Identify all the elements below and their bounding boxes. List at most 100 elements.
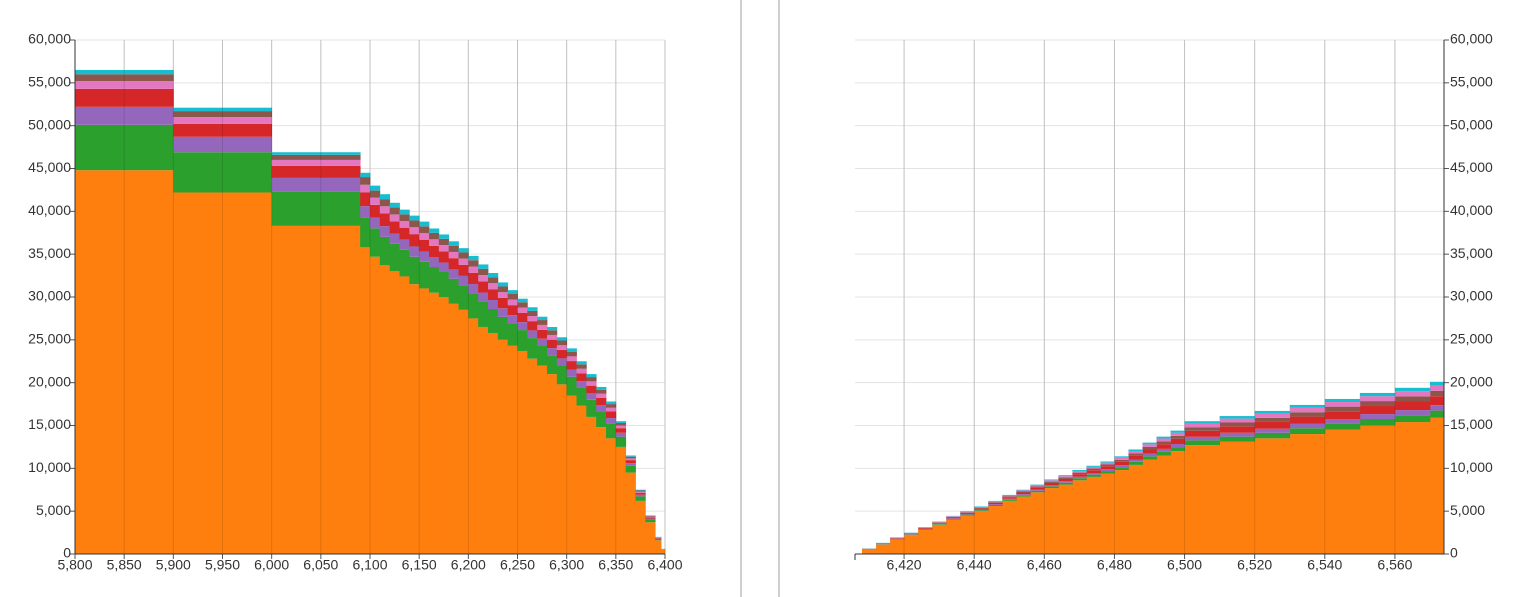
- area-step: [625, 472, 636, 554]
- area-step: [615, 446, 627, 554]
- area-step: [1044, 488, 1059, 554]
- area-step: [429, 267, 440, 293]
- area-step: [1156, 448, 1171, 452]
- area-step: [606, 401, 617, 405]
- area-step: [1289, 407, 1326, 413]
- plot: 0 5,000 10,000 15,000 20,000 25,000 30,000 35,0…: [854, 31, 1493, 573]
- area-step: [606, 404, 617, 408]
- area-step: [1289, 416, 1326, 424]
- area-step: [576, 373, 587, 382]
- area-step: [946, 518, 961, 519]
- area-step: [556, 349, 568, 359]
- area-step: [1002, 495, 1017, 497]
- area-step: [635, 494, 646, 497]
- area-step: [399, 249, 410, 277]
- area-step: [1142, 449, 1157, 454]
- area-step: [75, 69, 174, 75]
- area-step: [497, 286, 509, 293]
- area-step: [488, 273, 499, 278]
- area-step: [615, 436, 627, 447]
- area-step: [271, 191, 361, 226]
- area-step: [497, 292, 509, 298]
- area-step: [360, 177, 371, 185]
- area-step: [1184, 421, 1221, 424]
- area-step: [1142, 442, 1157, 445]
- area-step: [507, 290, 518, 295]
- area-step: [527, 330, 538, 339]
- area-step: [1086, 466, 1101, 469]
- y-tick-label: 0: [1450, 545, 1458, 561]
- area-step: [75, 170, 174, 555]
- area-step: [488, 277, 499, 284]
- area-step: [507, 323, 518, 346]
- area-step: [438, 251, 450, 263]
- area-step: [1058, 482, 1073, 485]
- area-step: [635, 490, 646, 492]
- area-step: [75, 124, 174, 171]
- area-step: [458, 258, 469, 265]
- area-step: [1324, 406, 1361, 412]
- y-tick-label: 40,000: [1450, 202, 1493, 218]
- y-tick-label: 60,000: [1450, 31, 1493, 47]
- area-step: [615, 432, 627, 437]
- area-step: [946, 516, 961, 517]
- area-step: [960, 514, 975, 516]
- area-step: [1072, 471, 1087, 473]
- area-step: [615, 425, 627, 429]
- area-step: [645, 515, 656, 516]
- area-step: [478, 326, 489, 554]
- y-tick-label: 25,000: [28, 331, 71, 347]
- area-step: [615, 423, 627, 426]
- area-step: [556, 365, 568, 385]
- area-step: [173, 123, 273, 137]
- area-step: [1016, 491, 1031, 493]
- area-step: [974, 506, 989, 508]
- area-step: [370, 190, 381, 198]
- y-tick-label: 15,000: [1450, 416, 1493, 432]
- area-step: [988, 504, 1003, 507]
- area-step: [409, 256, 420, 285]
- y-tick-label: 5,000: [1450, 502, 1485, 518]
- y-tick-label: 10,000: [28, 459, 71, 475]
- area-step: [1086, 470, 1101, 474]
- x-tick-label: 6,540: [1307, 557, 1342, 573]
- area-step: [586, 381, 597, 386]
- x-tick-label: 6,480: [1097, 557, 1132, 573]
- area-step: [527, 316, 538, 322]
- area-step: [596, 397, 607, 406]
- area-step: [1219, 432, 1256, 437]
- area-step: [458, 309, 469, 554]
- area-step: [932, 522, 947, 523]
- area-step: [409, 246, 420, 257]
- area-step: [1394, 422, 1431, 554]
- area-step: [1324, 429, 1361, 554]
- area-step: [370, 185, 381, 191]
- area-step: [1324, 398, 1361, 403]
- area-step: [448, 251, 459, 259]
- area-step: [576, 361, 587, 365]
- area-step: [1016, 494, 1031, 496]
- y-tick-label: 30,000: [28, 288, 71, 304]
- area-step: [1016, 490, 1031, 492]
- area-step: [409, 284, 420, 554]
- area-step: [1030, 486, 1045, 488]
- area-step: [360, 192, 371, 207]
- area-step: [173, 117, 273, 124]
- area-step: [537, 324, 548, 330]
- area-step: [458, 275, 469, 286]
- area-step: [429, 228, 440, 233]
- y-tick-label: 40,000: [28, 202, 71, 218]
- area-step: [655, 538, 662, 539]
- area-step: [1156, 455, 1171, 554]
- area-step: [448, 269, 459, 279]
- area-step: [645, 515, 656, 517]
- area-step: [75, 88, 174, 107]
- area-step: [974, 508, 989, 510]
- y-tick-label: 55,000: [1450, 74, 1493, 90]
- area-step: [645, 516, 656, 518]
- area-step: [1289, 404, 1326, 408]
- area-step: [271, 152, 361, 155]
- area-step: [458, 252, 469, 259]
- area-step: [974, 511, 989, 554]
